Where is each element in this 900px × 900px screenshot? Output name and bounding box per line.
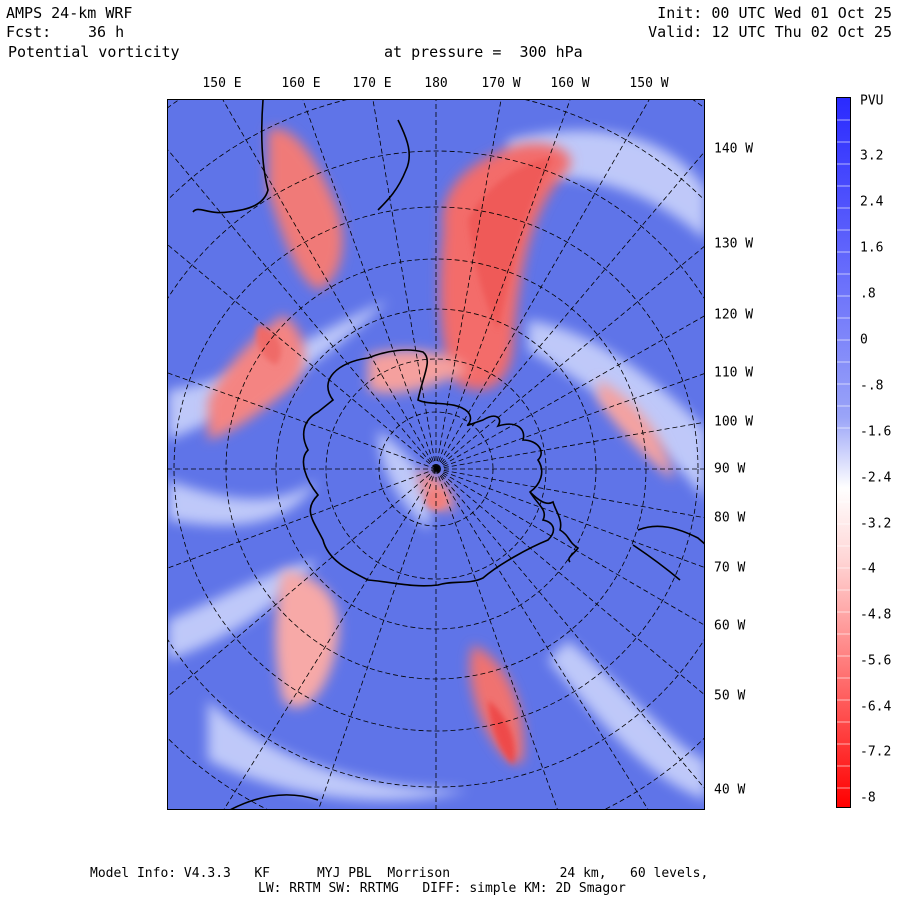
lon-label-70w: 70 W: [714, 560, 746, 576]
lon-label-100w: 100 W: [714, 414, 754, 430]
lon-label-150w: 150 W: [629, 76, 669, 91]
colorbar-label: -3.2: [860, 516, 892, 532]
coastlines: [192, 100, 704, 809]
colorbar-label: .8: [860, 286, 876, 302]
africa-coast: [230, 794, 319, 809]
lon-label-160e: 160 E: [281, 76, 321, 91]
lon-label-170e: 170 E: [352, 76, 392, 91]
colorbar-label: 0: [860, 332, 868, 348]
lon-label-160w: 160 W: [550, 76, 590, 91]
init-time: Init: 00 UTC Wed 01 Oct 25: [657, 4, 892, 22]
colorbar-units: PVU: [860, 93, 884, 109]
lon-label-130w: 130 W: [714, 236, 754, 252]
colorbar-label: -.8: [860, 378, 884, 394]
lon-label-90w: 90 W: [714, 461, 746, 477]
lon-label-40w: 40 W: [714, 782, 746, 798]
lon-label-140w: 140 W: [714, 141, 754, 157]
lon-label-60w: 60 W: [714, 618, 746, 634]
map-canvas: [168, 100, 704, 809]
model-info-line1: Model Info: V4.3.3 KF MYJ PBL Morrison 2…: [90, 866, 709, 881]
model-info-line2: LW: RRTM SW: RRTMG DIFF: simple KM: 2D S…: [258, 881, 626, 896]
colorbar-label: -2.4: [860, 470, 892, 486]
colorbar-label: 1.6: [860, 240, 884, 256]
colorbar-label: -4: [860, 561, 876, 577]
colorbar-label: -6.4: [860, 699, 892, 715]
lon-label-180: 180: [424, 76, 448, 91]
colorbar-gradient: [837, 98, 850, 807]
pv-strong-cores: [256, 158, 553, 765]
lon-label-120w: 120 W: [714, 307, 754, 323]
forecast-label: Fcst:: [6, 23, 52, 41]
colorbar-label: -1.6: [860, 424, 892, 440]
lon-label-170w: 170 W: [481, 76, 521, 91]
new-zealand-coast: [377, 119, 410, 211]
lon-label-50w: 50 W: [714, 688, 746, 704]
lon-label-110w: 110 W: [714, 365, 754, 381]
south-america-coast: [632, 525, 704, 581]
valid-time: Valid: 12 UTC Thu 02 Oct 25: [648, 23, 892, 41]
forecast-value: 36 h: [88, 23, 125, 41]
australia-coast: [192, 100, 269, 214]
colorbar-label: 3.2: [860, 148, 884, 164]
colorbar-label: -7.2: [860, 744, 892, 760]
graticule: [168, 100, 704, 809]
pv-map[interactable]: [167, 99, 705, 810]
field-name: Potential vorticity: [8, 43, 180, 61]
antarctic-peninsula-coast: [529, 491, 580, 563]
pressure-level: at pressure = 300 hPa: [384, 43, 583, 61]
colorbar-label: 2.4: [860, 194, 884, 210]
lon-label-150e: 150 E: [202, 76, 242, 91]
colorbar-label: -4.8: [860, 607, 892, 623]
colorbar-label: -5.6: [860, 653, 892, 669]
lon-label-80w: 80 W: [714, 510, 746, 526]
colorbar-label: -8: [860, 790, 876, 806]
colorbar: [836, 97, 851, 808]
model-title: AMPS 24-km WRF: [6, 4, 133, 22]
